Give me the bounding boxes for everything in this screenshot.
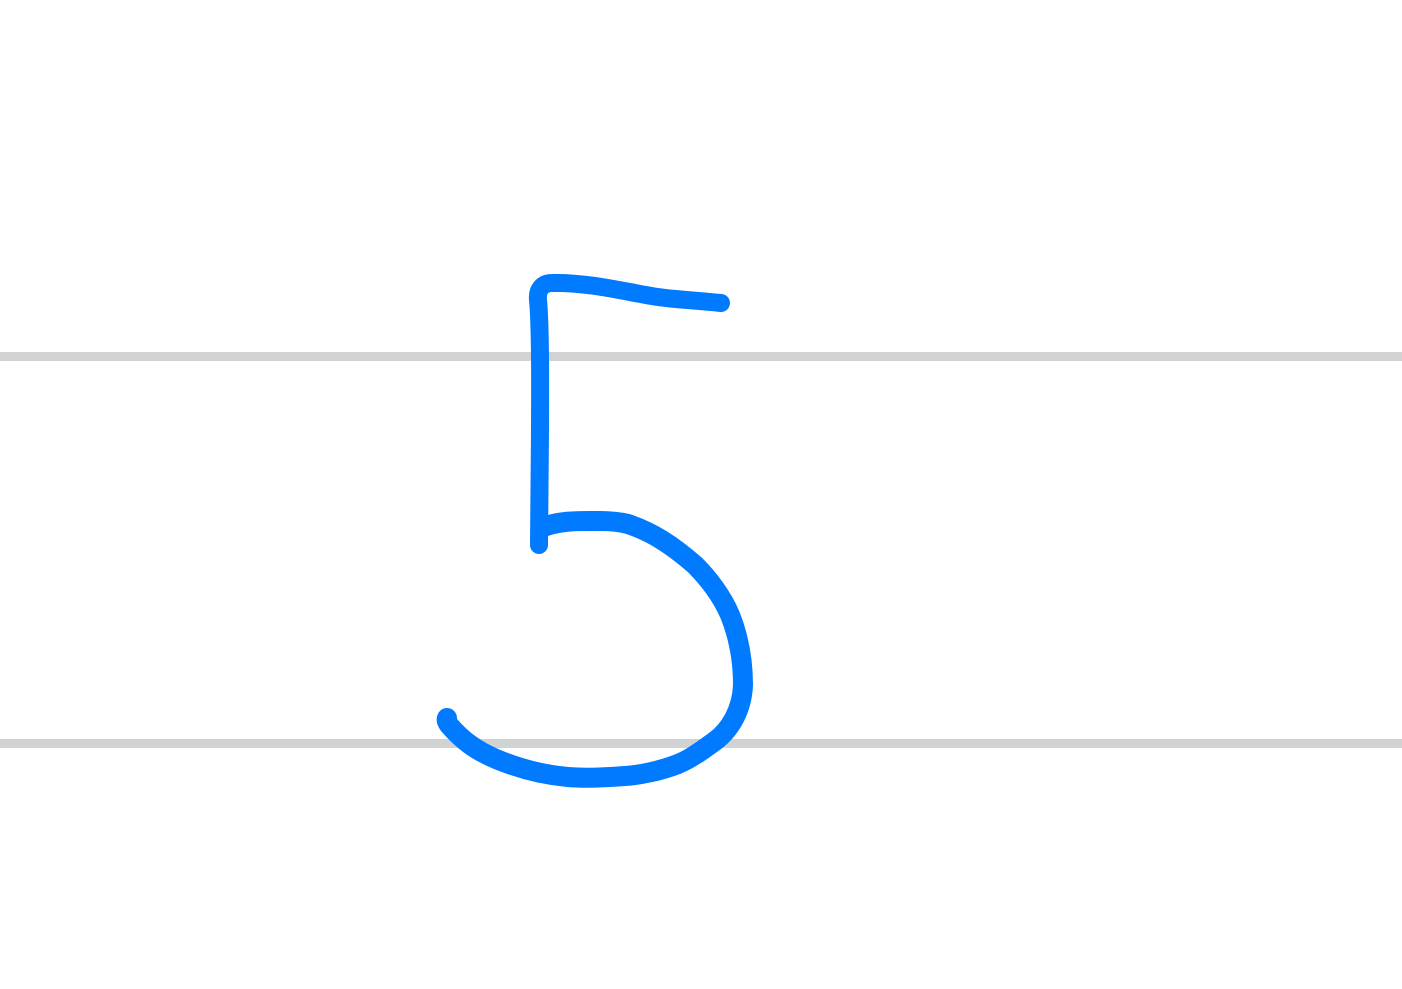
handwritten-digit-five	[436, 273, 753, 788]
stroke-bowl	[436, 510, 753, 788]
stroke-top-and-stem	[528, 273, 730, 554]
top-guide-line	[0, 352, 1402, 361]
